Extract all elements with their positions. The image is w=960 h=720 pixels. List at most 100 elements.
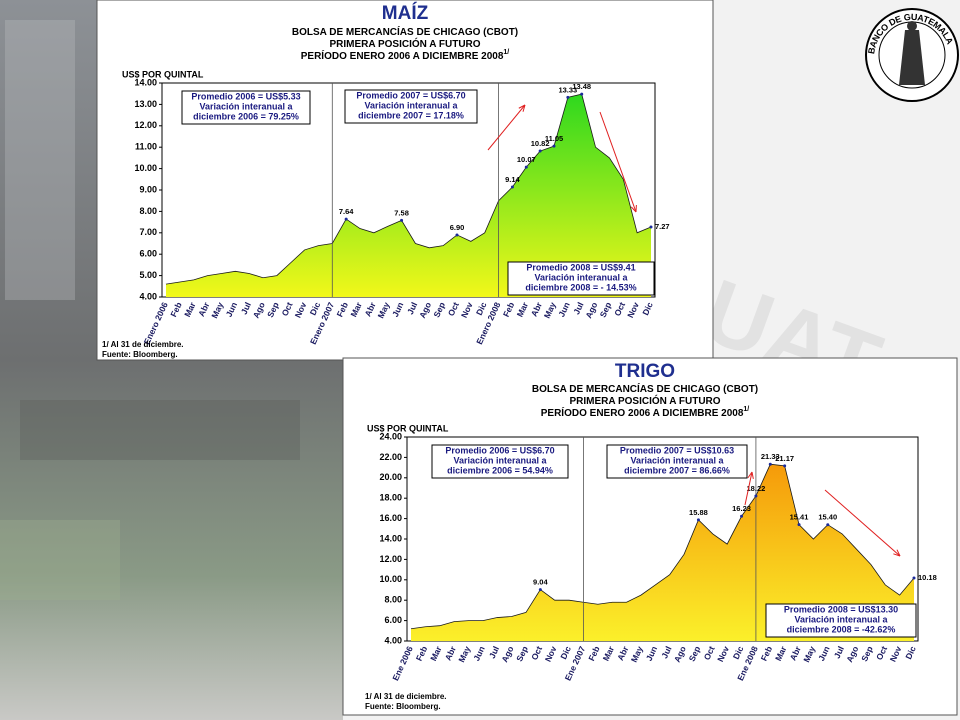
value-label: 11.05: [545, 134, 563, 143]
value-point: [538, 149, 542, 153]
y-tick-label: 7.00: [139, 227, 157, 237]
price-line: [410, 463, 915, 630]
value-label: 7.58: [394, 208, 409, 217]
y-tick-label: 20.00: [379, 472, 402, 482]
note-text: diciembre 2008 = - 14.53%: [525, 282, 636, 292]
y-axis-label: US$ POR QUINTAL: [122, 69, 204, 79]
value-point: [538, 588, 542, 592]
note-text: diciembre 2006 = 54.94%: [447, 465, 553, 475]
value-point: [524, 165, 528, 169]
note-text: Variación interanual a: [199, 101, 293, 111]
value-point: [552, 144, 556, 148]
x-tick-label: Jul: [832, 645, 846, 660]
x-tick-label: Jul: [571, 301, 585, 316]
subtitle-mark: 1/: [743, 406, 749, 413]
note-box: [606, 444, 748, 479]
chart-title: MAÍZ: [382, 2, 429, 24]
y-tick-label: 10.00: [134, 163, 157, 173]
footnote: Fuente: Bloomberg.: [365, 702, 441, 711]
value-point: [696, 518, 700, 522]
chart-subtitle: BOLSA DE MERCANCÍAS DE CHICAGO (CBOT): [532, 382, 758, 395]
value-label: 15.41: [790, 513, 809, 522]
trend-arrow: [487, 104, 526, 151]
y-tick-label: 8.00: [384, 595, 402, 605]
value-point: [455, 233, 459, 237]
y-tick-label: 6.00: [139, 249, 157, 259]
note-text: Promedio 2007 = US$10.63: [620, 445, 734, 455]
building-pattern: [0, 20, 300, 600]
y-tick-label: 14.00: [379, 533, 402, 543]
y-tick-label: 6.00: [384, 615, 402, 625]
y-tick-label: 12.00: [379, 554, 402, 564]
value-label: 10.82: [531, 139, 550, 148]
trend-arrow: [744, 471, 753, 506]
y-tick-label: 24.00: [379, 431, 402, 441]
price-area: [411, 464, 914, 641]
subtitle-text: PRIMERA POSICIÓN A FUTURO: [569, 394, 720, 407]
value-label: 10.18: [918, 573, 937, 582]
value-label: 18.22: [747, 484, 766, 493]
note-box: [181, 90, 311, 125]
y-axis-label: US$ POR QUINTAL: [367, 423, 449, 433]
y-tick-label: 14.00: [134, 77, 157, 87]
arrow-head: [747, 471, 754, 479]
chart-subtitle: PERÍODO ENERO 2006 A DICIEMBRE 20081/: [301, 49, 510, 62]
value-label: 9.04: [533, 578, 548, 587]
price-area: [166, 94, 651, 298]
y-tick-label: 9.00: [139, 184, 157, 194]
logo-figure: [899, 30, 925, 85]
footnote: 1/ Al 31 de diciembre.: [102, 340, 184, 349]
note-text: Variación interanual a: [534, 272, 628, 282]
y-tick-label: 12.00: [134, 120, 157, 130]
logo-head: [907, 21, 917, 31]
y-tick-label: 18.00: [379, 493, 402, 503]
note-text: Promedio 2007 = US$6.70: [356, 90, 465, 100]
value-point: [510, 185, 514, 189]
arrow-head: [518, 104, 526, 112]
chart-subtitle: PERÍODO ENERO 2006 A DICIEMBRE 20081/: [541, 406, 750, 419]
note-text: Variación interanual a: [630, 455, 724, 465]
value-point: [344, 217, 348, 221]
value-point: [740, 514, 744, 518]
note-text: Promedio 2008 = US$13.30: [784, 604, 898, 614]
value-label: 13.33: [558, 85, 577, 94]
chart-subtitle: PRIMERA POSICIÓN A FUTURO: [329, 37, 480, 50]
x-tick-label: Jul: [405, 301, 419, 316]
trend-arrow: [824, 489, 901, 557]
y-tick-label: 13.00: [134, 99, 157, 109]
value-label: 7.27: [655, 222, 670, 231]
note-box: [344, 89, 478, 124]
value-point: [754, 494, 758, 498]
value-label: 7.64: [339, 207, 354, 216]
value-point: [912, 576, 916, 580]
price-line: [165, 93, 652, 285]
value-label: 6.90: [450, 223, 465, 232]
subtitle-text: BOLSA DE MERCANCÍAS DE CHICAGO (CBOT): [292, 25, 518, 38]
note-box: [765, 603, 917, 638]
x-tick-label: Jul: [659, 645, 673, 660]
note-text: Promedio 2006 = US$6.70: [445, 445, 554, 455]
value-label: 21.33: [761, 452, 780, 461]
value-point: [768, 462, 772, 466]
note-text: diciembre 2007 = 86.66%: [624, 465, 730, 475]
note-text: Promedio 2006 = US$5.33: [191, 91, 300, 101]
value-label: 9.14: [505, 175, 520, 184]
y-tick-label: 22.00: [379, 452, 402, 462]
value-point: [797, 523, 801, 527]
value-label: 21.17: [775, 454, 794, 463]
value-point: [400, 218, 404, 222]
arrow-head: [630, 204, 637, 213]
trend-arrow: [599, 111, 637, 213]
y-tick-label: 8.00: [139, 206, 157, 216]
chart-subtitle: PRIMERA POSICIÓN A FUTURO: [569, 394, 720, 407]
value-point: [580, 92, 584, 96]
note-text: diciembre 2008 = -42.62%: [787, 624, 896, 634]
chart-title: TRIGO: [615, 361, 675, 382]
x-tick-label: Jul: [239, 301, 253, 316]
note-box: [431, 444, 569, 479]
value-point: [649, 225, 653, 229]
note-box: [507, 261, 655, 296]
subtitle-text: BOLSA DE MERCANCÍAS DE CHICAGO (CBOT): [532, 382, 758, 395]
